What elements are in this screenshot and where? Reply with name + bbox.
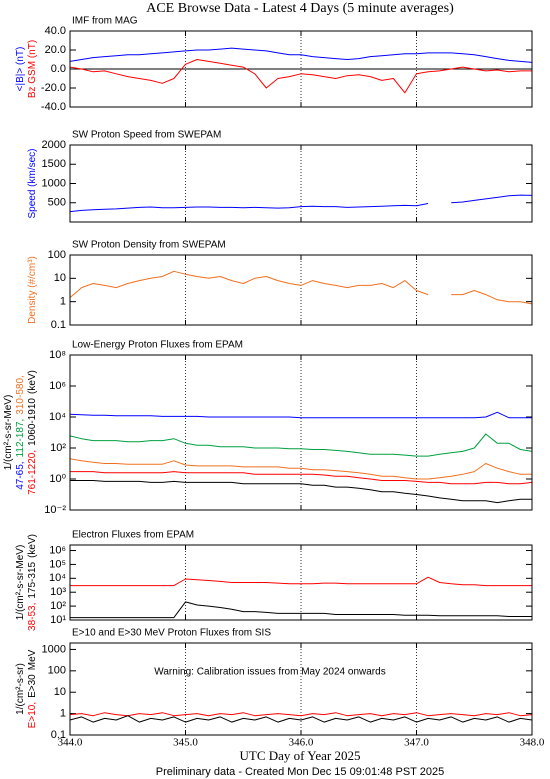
series-line	[69, 47, 533, 63]
y-label-part: E>30	[27, 674, 38, 698]
plot-frame	[69, 642, 533, 736]
y-tick-label: 1	[60, 296, 66, 308]
y-label-part: Density (#/cm³)	[27, 256, 38, 324]
plot-frame	[69, 544, 533, 621]
y-tick-label: 10⁵	[49, 558, 66, 570]
y-tick-label: -40.0	[41, 101, 66, 113]
y-label-part: 1/(cm²-s-sr-MeV)	[3, 395, 14, 471]
y-tick-label: -20.0	[41, 82, 66, 94]
y-tick-label: 20.0	[45, 44, 66, 56]
y-label-part: MeV	[27, 649, 38, 670]
y-axis-label: 1/(cm²-s-sr-MeV)	[15, 545, 26, 621]
y-axis-label: <|B|> (nT)	[15, 47, 26, 92]
series-line	[70, 471, 533, 485]
y-label-part: 310-580,	[15, 375, 26, 414]
y-tick-label: 0.1	[51, 729, 66, 741]
y-axis-label: E>10, E>30 MeV	[27, 649, 38, 728]
y-tick-label: 10⁸	[49, 349, 66, 361]
x-tick-label: 348.0	[520, 737, 545, 749]
y-label-part: (keV)	[27, 370, 38, 394]
plot-frame	[69, 30, 533, 108]
y-tick-label: 10³	[50, 586, 66, 598]
y-label-part: 47-65,	[15, 461, 26, 489]
y-axis-label: Bz GSM (nT)	[27, 40, 38, 98]
footer: Preliminary data - Created Mon Dec 15 09…	[156, 766, 444, 778]
main-title: ACE Browse Data - Latest 4 Days (5 minut…	[146, 1, 454, 16]
y-axis-label: 1/(cm²-s-sr-MeV)	[3, 395, 14, 471]
y-tick-label: 1500	[42, 158, 66, 170]
y-tick-label: 1	[60, 708, 66, 720]
y-label-part: 175-315	[27, 561, 38, 598]
y-label-part: 1060-1910	[27, 398, 38, 446]
plot-frame	[69, 254, 533, 326]
y-tick-label: 10	[54, 272, 66, 284]
x-tick-label: 345.0	[173, 737, 198, 749]
y-label-part: (keV)	[27, 534, 38, 558]
panel-title: E>10 and E>30 MeV Proton Fluxes from SIS	[72, 628, 271, 639]
y-label-part: E>10,	[27, 702, 38, 728]
series-line	[69, 458, 532, 480]
y-label-part: 1/(cm²-s-sr-MeV)	[15, 545, 26, 621]
panel-title: IMF from MAG	[72, 16, 138, 27]
plot-frame	[69, 144, 533, 223]
y-label-part: 112-187,	[15, 419, 26, 458]
y-label-part: 761-1220,	[27, 450, 38, 495]
plot-frame	[69, 354, 533, 511]
y-tick-label: 0.0	[51, 63, 66, 75]
series-line	[69, 433, 533, 457]
y-axis-label: 47-65, 112-187, 310-580,	[15, 375, 26, 490]
y-tick-label: 10⁰	[49, 473, 66, 485]
y-tick-label: 500	[48, 197, 66, 209]
annotation: Warning: Calibration issues from May 202…	[154, 667, 385, 678]
y-label-part: Bz GSM (nT)	[27, 40, 38, 98]
panel-title: Electron Fluxes from EPAM	[72, 530, 194, 541]
y-tick-label: 40.0	[45, 25, 66, 37]
x-tick-label: 347.0	[404, 737, 429, 749]
y-tick-label: 0.1	[51, 319, 66, 331]
y-tick-label: 10⁴	[49, 411, 66, 423]
x-axis-label: UTC Day of Year 2025	[240, 748, 361, 763]
y-label-part: 38-53,	[27, 603, 38, 631]
series-line	[69, 270, 533, 305]
y-tick-label: 10	[54, 686, 66, 698]
y-tick-label: 1000	[42, 643, 66, 655]
panel-title: Low-Energy Proton Fluxes from EPAM	[72, 340, 243, 351]
y-tick-label: 100	[48, 249, 66, 261]
y-tick-label: 100	[48, 665, 66, 677]
y-tick-label: 10²	[50, 600, 66, 612]
series-line	[70, 576, 532, 587]
y-tick-label: 10⁴	[49, 572, 66, 584]
y-tick-label: 10¹	[50, 614, 66, 626]
panel-title: SW Proton Density from SWEPAM	[72, 240, 226, 251]
series-line	[69, 712, 533, 717]
series-line	[69, 194, 533, 213]
y-tick-label: 10⁶	[49, 544, 66, 556]
series-line	[69, 715, 533, 723]
y-tick-label: 10⁶	[49, 380, 66, 392]
y-label-part: Speed (km/sec)	[27, 148, 38, 218]
y-axis-label: Speed (km/sec)	[27, 148, 38, 218]
y-tick-label: 10⁻²	[44, 504, 66, 516]
y-axis-label: 1/(cm²-s-sr)	[15, 663, 26, 715]
y-tick-label: 2000	[42, 139, 66, 151]
y-axis-label: 38-53, 175-315 (keV)	[27, 534, 38, 631]
series-line	[70, 480, 532, 504]
y-axis-label: 761-1220, 1060-1910 (keV)	[27, 370, 38, 495]
series-line	[69, 411, 532, 419]
series-line	[70, 601, 532, 619]
x-tick-label: 346.0	[289, 737, 314, 749]
y-tick-label: 1000	[42, 177, 66, 189]
y-tick-label: 10²	[50, 442, 66, 454]
y-label-part: 1/(cm²-s-sr)	[15, 663, 26, 715]
y-label-part: <|B|> (nT)	[15, 47, 26, 92]
x-tick-label: 344.0	[58, 737, 83, 749]
y-axis-label: Density (#/cm³)	[27, 256, 38, 324]
series-line	[69, 59, 532, 94]
panel-title: SW Proton Speed from SWEPAM	[72, 130, 221, 141]
